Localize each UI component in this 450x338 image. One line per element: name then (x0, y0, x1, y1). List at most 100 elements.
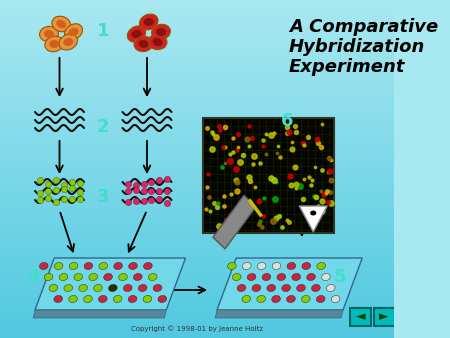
Bar (0, 127, 394, 128)
Bar (0, 152, 394, 153)
Bar (0, 75, 394, 76)
Bar (0, 249, 394, 250)
Bar (0, 251, 394, 252)
Bar (0, 10, 394, 11)
Bar (0, 135, 394, 136)
Bar (0, 225, 394, 226)
Bar (0, 60, 394, 61)
Bar (0, 316, 394, 317)
Text: 6: 6 (281, 112, 293, 130)
Bar (0, 9, 394, 10)
Bar (0, 281, 394, 282)
Bar (0, 228, 394, 229)
Ellipse shape (74, 273, 83, 281)
Bar (0, 245, 394, 246)
Bar (0, 87, 394, 88)
Bar (0, 189, 394, 190)
Bar (0, 264, 394, 265)
Ellipse shape (134, 36, 153, 52)
Ellipse shape (252, 285, 261, 292)
Bar (0, 142, 394, 143)
Bar (0, 41, 394, 42)
Ellipse shape (277, 273, 286, 281)
Bar (0, 58, 394, 59)
Bar (0, 63, 394, 64)
Bar (0, 238, 394, 239)
Bar (0, 7, 394, 8)
Bar (0, 29, 394, 30)
Bar (0, 13, 394, 14)
Bar (0, 55, 394, 56)
Bar (0, 192, 394, 193)
Bar (0, 318, 394, 319)
Bar (0, 191, 394, 192)
Ellipse shape (44, 30, 54, 38)
Bar (0, 69, 394, 70)
Bar (0, 97, 394, 98)
Ellipse shape (40, 26, 58, 42)
Bar (0, 33, 394, 34)
Ellipse shape (144, 263, 152, 269)
Bar (0, 50, 394, 51)
Bar (0, 183, 394, 184)
Bar (0, 59, 394, 60)
Bar (0, 172, 394, 173)
Bar (0, 235, 394, 236)
Bar (0, 304, 394, 305)
Bar (0, 306, 394, 307)
Bar (0, 101, 394, 102)
Bar (0, 44, 394, 45)
Bar (0, 129, 394, 130)
Bar (0, 150, 394, 151)
Bar (0, 308, 394, 309)
Bar (0, 205, 394, 206)
Ellipse shape (134, 273, 142, 281)
Ellipse shape (94, 285, 102, 292)
Bar (0, 221, 394, 222)
Bar (0, 1, 394, 2)
Ellipse shape (282, 285, 291, 292)
Bar (0, 92, 394, 93)
Bar (0, 198, 394, 199)
Bar (0, 257, 394, 258)
Bar (0, 289, 394, 290)
Ellipse shape (143, 295, 152, 303)
Ellipse shape (123, 285, 132, 292)
Text: A Comparative: A Comparative (289, 18, 438, 36)
Ellipse shape (302, 295, 310, 303)
Bar (0, 328, 394, 329)
Bar (0, 43, 394, 44)
Bar (0, 268, 394, 269)
Bar (0, 326, 394, 327)
Bar (0, 165, 394, 166)
Bar (0, 91, 394, 92)
Bar (0, 100, 394, 101)
Ellipse shape (63, 38, 73, 46)
Bar (0, 322, 394, 323)
Ellipse shape (84, 295, 92, 303)
Ellipse shape (113, 295, 122, 303)
Bar (0, 110, 394, 111)
Ellipse shape (84, 263, 93, 269)
Bar (0, 269, 394, 270)
Bar (0, 2, 394, 3)
Ellipse shape (114, 263, 122, 269)
Bar (0, 319, 394, 320)
Bar (0, 185, 394, 186)
Bar (0, 117, 394, 118)
Bar (0, 207, 394, 208)
Bar (0, 30, 394, 31)
Bar (0, 114, 394, 115)
Bar (0, 184, 394, 185)
Bar (0, 334, 394, 335)
Ellipse shape (99, 295, 107, 303)
Ellipse shape (127, 26, 146, 42)
Bar (0, 313, 394, 314)
Bar (0, 25, 394, 26)
Bar (0, 112, 394, 113)
Bar (0, 190, 394, 191)
Bar (350, 308, 371, 326)
Ellipse shape (311, 285, 320, 292)
Bar (0, 227, 394, 228)
Bar (0, 136, 394, 137)
